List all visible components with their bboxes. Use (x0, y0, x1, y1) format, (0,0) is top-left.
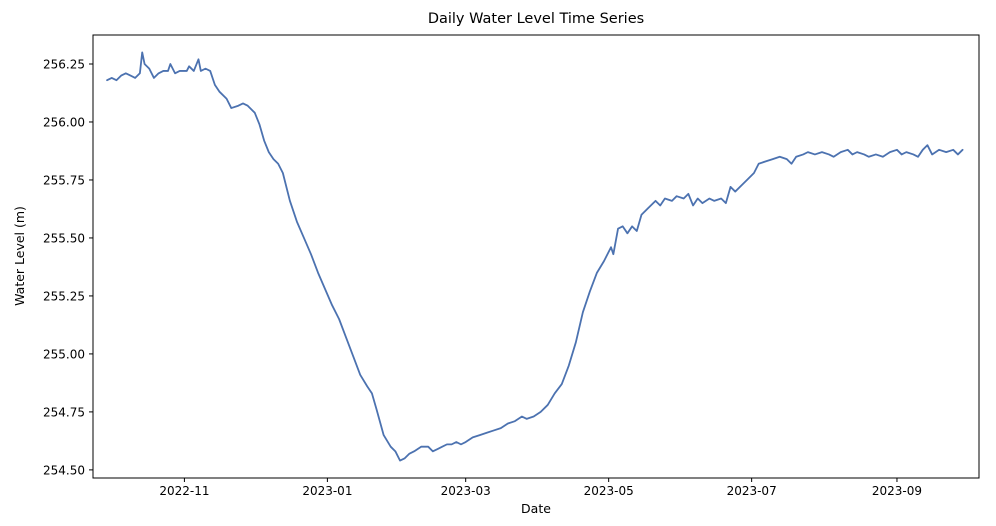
y-tick-label: 255.50 (43, 231, 85, 245)
y-tick-label: 254.75 (43, 405, 85, 419)
y-axis-ticks: 254.50 254.75 255.00 255.25 255.50 255.75 256.… (43, 57, 93, 477)
y-tick-label: 255.00 (43, 347, 85, 361)
x-tick-label: 2022-11 (159, 484, 209, 498)
plot-frame (92, 34, 980, 479)
y-axis-label: Water Level (m) (12, 206, 27, 306)
y-tick-label: 255.25 (43, 289, 85, 303)
x-tick-label: 2023-09 (872, 484, 922, 498)
chart-title: Daily Water Level Time Series (428, 11, 644, 27)
x-tick-label: 2023-01 (302, 484, 352, 498)
water-level-series-line (106, 51, 964, 462)
x-axis-ticks: 2022-11 2023-01 2023-03 2023-05 2023-07 2023-… (159, 478, 922, 498)
y-tick-label: 255.75 (43, 173, 85, 187)
x-tick-label: 2023-03 (441, 484, 491, 498)
x-axis-label: Date (521, 501, 551, 516)
x-tick-label: 2023-05 (584, 484, 634, 498)
y-tick-label: 254.50 (43, 463, 85, 477)
plot-area (93, 35, 979, 478)
y-tick-label: 256.25 (43, 57, 85, 71)
x-tick-label: 2023-07 (727, 484, 777, 498)
y-tick-label: 256.00 (43, 115, 85, 129)
